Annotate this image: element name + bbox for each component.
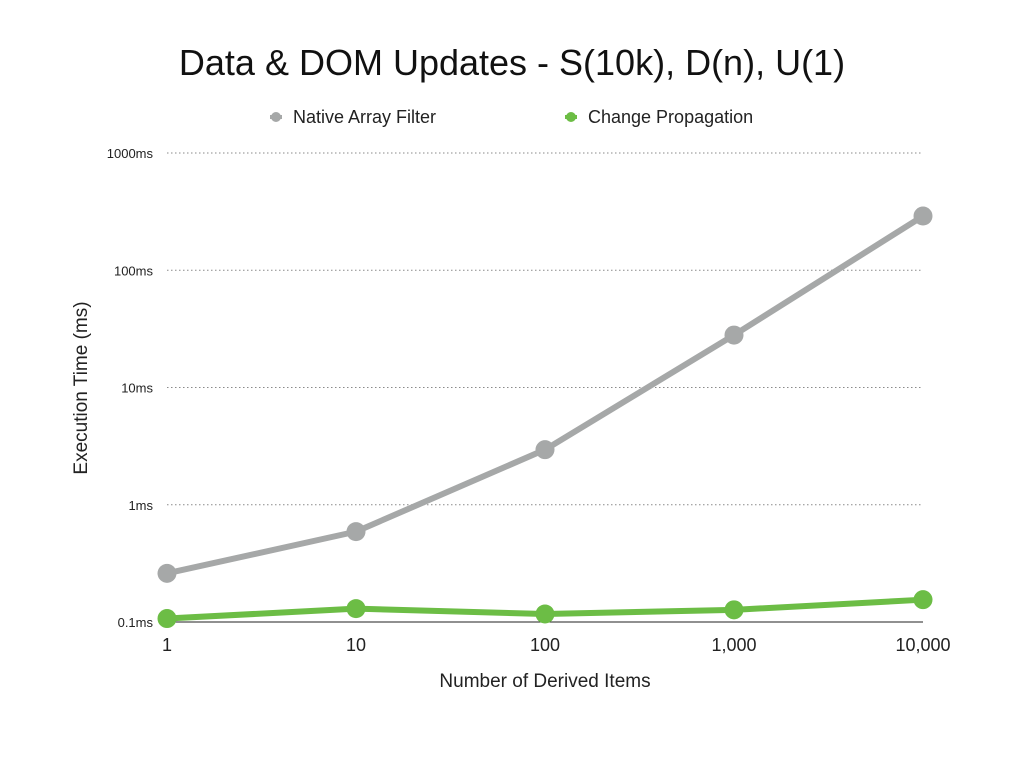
legend-marker xyxy=(566,112,576,122)
y-tick-label: 100ms xyxy=(114,263,154,278)
chart-title: Data & DOM Updates - S(10k), D(n), U(1) xyxy=(179,42,845,83)
gridlines xyxy=(167,152,923,623)
x-axis-tick-labels: 1 10 100 1,000 10,000 xyxy=(162,635,951,655)
data-point xyxy=(346,599,366,619)
y-axis-label: Execution Time (ms) xyxy=(71,301,92,474)
y-tick-label: 0.1ms xyxy=(118,615,154,630)
data-point xyxy=(157,609,177,629)
data-point xyxy=(724,600,744,620)
y-tick-label: 10ms xyxy=(121,381,153,396)
y-tick-label: 1ms xyxy=(128,498,153,513)
data-point xyxy=(535,604,555,624)
data-point xyxy=(724,325,744,345)
data-point xyxy=(535,440,555,460)
x-axis-label: Number of Derived Items xyxy=(439,671,650,692)
legend-label: Change Propagation xyxy=(588,107,753,127)
x-tick-label: 100 xyxy=(530,635,560,655)
y-axis-tick-labels: 0.1ms 1ms 10ms 100ms 1000ms xyxy=(107,146,154,630)
data-point xyxy=(346,522,366,542)
y-tick-label: 1000ms xyxy=(107,146,154,161)
legend: Native Array Filter Change Propagation xyxy=(270,107,753,127)
legend-item: Native Array Filter xyxy=(270,107,436,127)
series-line xyxy=(164,213,926,577)
series-1 xyxy=(157,206,933,583)
data-point xyxy=(913,206,933,226)
legend-marker xyxy=(271,112,281,122)
legend-item: Change Propagation xyxy=(565,107,753,127)
series-layer xyxy=(157,206,933,629)
data-point xyxy=(157,563,177,583)
x-tick-label: 10 xyxy=(346,635,366,655)
legend-label: Native Array Filter xyxy=(293,107,436,127)
series-2 xyxy=(157,590,933,629)
x-tick-label: 1,000 xyxy=(711,635,756,655)
data-point xyxy=(913,590,933,610)
x-tick-label: 1 xyxy=(162,635,172,655)
x-tick-label: 10,000 xyxy=(895,635,950,655)
